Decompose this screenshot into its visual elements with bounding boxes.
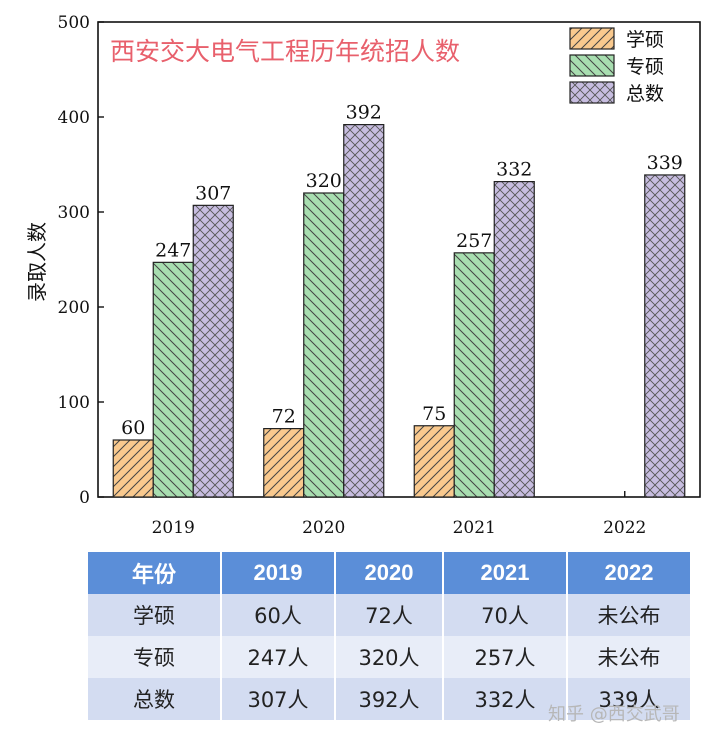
y-tick-label: 200 bbox=[58, 298, 90, 318]
bar-value-label: 257 bbox=[456, 230, 492, 252]
bar-专硕 bbox=[303, 192, 345, 498]
table-header-row: 年份 2019 2020 2021 2022 bbox=[88, 552, 692, 594]
legend-swatch bbox=[569, 54, 615, 77]
legend-label: 专硕 bbox=[626, 56, 664, 78]
legend-swatch bbox=[569, 81, 615, 104]
table-cell: 60人 bbox=[222, 594, 336, 636]
chart-title: 西安交大电气工程历年统招人数 bbox=[110, 37, 460, 66]
table-header-cell: 2021 bbox=[444, 552, 568, 594]
table-cell: 247人 bbox=[222, 636, 336, 678]
table-cell: 未公布 bbox=[568, 594, 692, 636]
table-cell: 257人 bbox=[444, 636, 568, 678]
table-row: 总数 307人 392人 332人 339人 bbox=[88, 678, 692, 720]
table-header-cell: 2020 bbox=[336, 552, 444, 594]
bar-学硕 bbox=[112, 439, 154, 498]
table-cell: 332人 bbox=[444, 678, 568, 720]
bar-value-label: 247 bbox=[155, 239, 191, 261]
bar-value-label: 392 bbox=[346, 102, 382, 124]
bars bbox=[112, 123, 686, 498]
plot-frame bbox=[97, 21, 701, 498]
table-row: 专硕 247人 320人 257人 未公布 bbox=[88, 636, 692, 678]
table-header-cell: 2022 bbox=[568, 552, 692, 594]
bar-value-label: 75 bbox=[422, 403, 446, 425]
bar-value-label: 320 bbox=[306, 170, 342, 192]
bar-chart: 0 100 200 300 400 500 2019 2020 2021 2022 60 247 30… bbox=[25, 13, 701, 538]
bar-专硕 bbox=[453, 252, 495, 498]
y-tick-label: 100 bbox=[58, 393, 90, 413]
table-cell: 未公布 bbox=[568, 636, 692, 678]
bar-总数 bbox=[644, 174, 686, 498]
table-cell: 392人 bbox=[336, 678, 444, 720]
table-row-header: 专硕 bbox=[88, 636, 222, 678]
bar-value-label: 60 bbox=[121, 417, 145, 439]
table-header-cell: 2019 bbox=[222, 552, 336, 594]
table-row: 学硕 60人 72人 70人 未公布 bbox=[88, 594, 692, 636]
data-labels: 60 247 307 72 320 392 75 257 332 339 bbox=[121, 102, 683, 439]
y-tick-label: 400 bbox=[58, 108, 90, 128]
x-tick-label: 2020 bbox=[302, 518, 345, 538]
axes: 0 100 200 300 400 500 2019 2020 2021 2022 bbox=[58, 13, 701, 538]
y-axis-label: 录取人数 bbox=[25, 222, 49, 302]
data-table: 年份 2019 2020 2021 2022 学硕 60人 72人 70人 未公… bbox=[88, 552, 692, 720]
watermark: 知乎 @西交武哥 bbox=[548, 704, 680, 725]
bar-value-label: 332 bbox=[496, 159, 532, 181]
table-row-header: 总数 bbox=[88, 678, 222, 720]
y-tick-label: 0 bbox=[79, 488, 90, 508]
legend-label: 总数 bbox=[626, 83, 664, 105]
bar-总数 bbox=[343, 123, 385, 498]
table-cell: 339人 bbox=[568, 678, 692, 720]
table-cell: 320人 bbox=[336, 636, 444, 678]
y-tick-label: 500 bbox=[58, 13, 90, 33]
legend-swatch bbox=[569, 27, 615, 50]
bar-总数 bbox=[493, 181, 535, 498]
x-tick-label: 2022 bbox=[603, 518, 646, 538]
table-cell: 70人 bbox=[444, 594, 568, 636]
bar-value-label: 339 bbox=[647, 152, 683, 174]
table-cell: 72人 bbox=[336, 594, 444, 636]
bar-value-label: 72 bbox=[272, 406, 296, 428]
bar-学硕 bbox=[263, 428, 305, 498]
legend-label: 学硕 bbox=[626, 29, 664, 51]
x-tick-label: 2019 bbox=[152, 518, 195, 538]
x-tick-label: 2021 bbox=[453, 518, 496, 538]
bar-学硕 bbox=[413, 425, 455, 498]
bar-总数 bbox=[192, 204, 234, 498]
y-tick-label: 300 bbox=[58, 203, 90, 223]
table-cell: 307人 bbox=[222, 678, 336, 720]
table-row-header: 学硕 bbox=[88, 594, 222, 636]
bar-专硕 bbox=[152, 261, 194, 498]
bar-value-label: 307 bbox=[195, 182, 231, 204]
table-header-cell: 年份 bbox=[88, 552, 222, 594]
